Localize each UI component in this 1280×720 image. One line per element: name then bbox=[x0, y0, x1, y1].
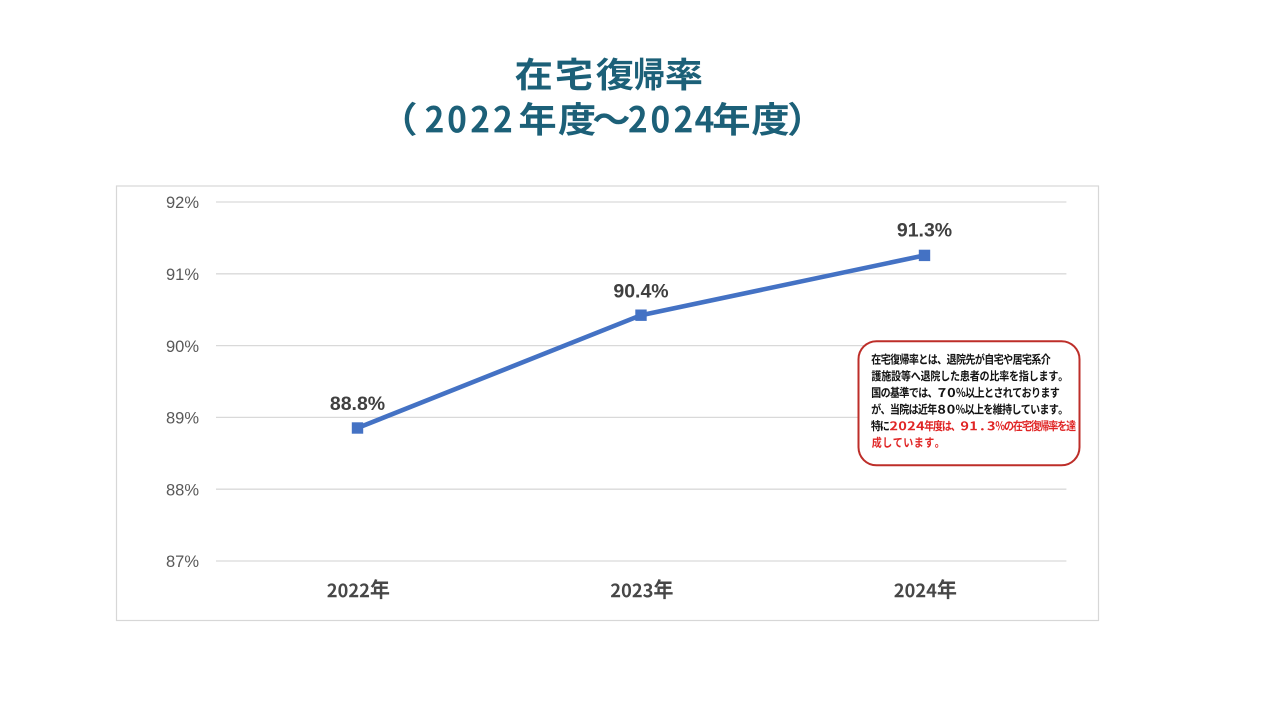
svg-text:92%: 92% bbox=[166, 194, 199, 212]
svg-text:87%: 87% bbox=[166, 553, 199, 571]
svg-text:90%: 90% bbox=[166, 338, 199, 356]
svg-text:91%: 91% bbox=[166, 266, 199, 284]
svg-text:90.4%: 90.4% bbox=[613, 281, 668, 303]
svg-text:88.8%: 88.8% bbox=[330, 393, 385, 415]
svg-text:89%: 89% bbox=[166, 410, 199, 428]
svg-text:91.3%: 91.3% bbox=[897, 219, 952, 241]
svg-text:88%: 88% bbox=[166, 481, 199, 499]
